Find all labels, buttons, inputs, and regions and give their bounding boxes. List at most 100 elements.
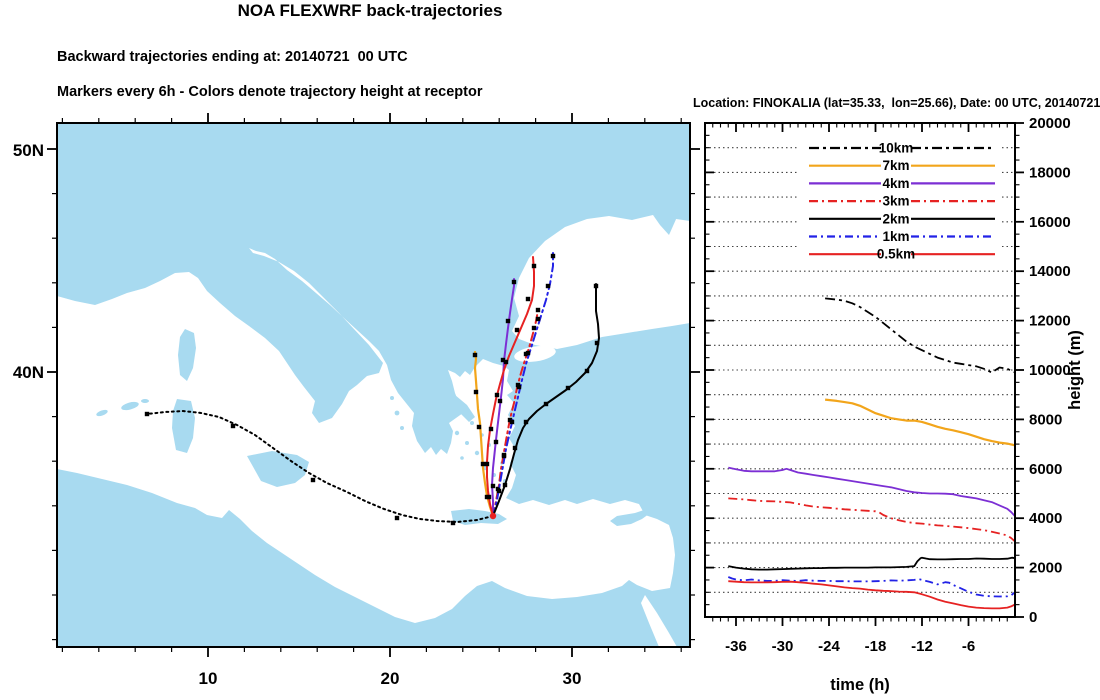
profile-y-tick-label: 10000 bbox=[1029, 362, 1071, 379]
marker-6h-7km bbox=[480, 461, 486, 467]
subtitle-ending-time: Backward trajectories ending at: 2014072… bbox=[57, 49, 408, 65]
receptor-point-finokalia bbox=[489, 512, 497, 520]
profile-y-tick-label: 12000 bbox=[1029, 313, 1071, 330]
legend-label-10km: 10km bbox=[879, 141, 914, 156]
series-line-10km bbox=[825, 297, 1016, 374]
trajectory-1km bbox=[492, 252, 554, 517]
marker-6h-4km bbox=[497, 398, 503, 404]
marker-6h-1km bbox=[516, 384, 522, 390]
map-axis-labels: 10 20 30 50N 40N bbox=[13, 141, 582, 688]
profile-location-title: Location: FINOKALIA (lat=35.33, lon=25.6… bbox=[693, 96, 1100, 110]
map-lon-tick-label: 30 bbox=[563, 669, 582, 688]
sea-black-sea bbox=[512, 215, 690, 349]
marker-6h-2km bbox=[502, 482, 508, 488]
marker-6h-1km bbox=[550, 253, 556, 259]
series-line-4km bbox=[728, 466, 1016, 517]
map-trajectories bbox=[144, 252, 600, 526]
marker-6h-1km bbox=[501, 453, 507, 459]
page-title: NOA FLEXWRF back-trajectories bbox=[237, 1, 503, 20]
marker-6h-2km bbox=[593, 283, 599, 289]
legend-label-0.5km: 0.5km bbox=[877, 247, 915, 262]
profile-axis-labels: -36 -30 -24 -18 -12 -6 0 2000 4000 6000 8000 10000 1… bbox=[725, 115, 1071, 655]
marker-6h-7km bbox=[476, 424, 482, 430]
marker-6h-1km bbox=[509, 419, 515, 425]
marker-6h-1km bbox=[545, 283, 551, 289]
legend-label-1km: 1km bbox=[882, 229, 909, 244]
profile-x-tick-label: -36 bbox=[725, 638, 747, 655]
trajectory-3km bbox=[492, 307, 539, 517]
marker-6h-0.5km bbox=[514, 327, 520, 333]
height-profile-panel: 10km 7km 4km 3km 2km 1km 0.5km -36 -30 -24 -18 -12… bbox=[704, 115, 1084, 694]
map-lat-tick-label: 40N bbox=[13, 363, 44, 382]
y-axis-title: height (m) bbox=[1066, 330, 1084, 410]
profile-y-tick-label: 6000 bbox=[1029, 461, 1062, 478]
marker-6h-7km bbox=[473, 389, 479, 395]
series-line-1km bbox=[727, 576, 1016, 598]
sea-mediterranean bbox=[57, 248, 675, 623]
marker-6h-4km bbox=[500, 357, 506, 363]
marker-6h-2km bbox=[594, 340, 600, 346]
profile-y-tick-label: 20000 bbox=[1029, 115, 1071, 132]
marker-6h-4km bbox=[493, 439, 499, 445]
marker-6h-4km bbox=[511, 279, 517, 285]
island-rhodes bbox=[514, 491, 524, 499]
profile-y-tick-label: 14000 bbox=[1029, 263, 1071, 280]
marker-6h-1km bbox=[496, 488, 502, 494]
marker-6h-2km bbox=[565, 385, 571, 391]
marker-6h-0.5km bbox=[503, 359, 509, 365]
series-line-3km bbox=[728, 497, 1016, 543]
profile-x-tick-label: -6 bbox=[962, 638, 975, 655]
peninsula-crimea bbox=[653, 215, 677, 235]
marker-6h-2km bbox=[543, 401, 549, 407]
legend-label-4km: 4km bbox=[882, 176, 909, 191]
map-lon-tick-label: 10 bbox=[199, 669, 218, 688]
series-line-2km bbox=[728, 556, 1016, 571]
profile-frame-and-ticks bbox=[704, 122, 1024, 626]
subtitle-markers-note: Markers every 6h - Colors denote traject… bbox=[57, 84, 483, 100]
trajectory-7km bbox=[473, 350, 495, 518]
legend-label-3km: 3km bbox=[882, 194, 909, 209]
profile-x-tick-label: -24 bbox=[818, 638, 840, 655]
marker-6h-0.5km bbox=[486, 494, 492, 500]
map-background bbox=[57, 123, 690, 647]
marker-6h-1km bbox=[535, 316, 541, 322]
island-ibiza bbox=[96, 409, 108, 417]
series-line-7km bbox=[824, 398, 1016, 447]
sea-red-sea bbox=[641, 595, 677, 647]
marker-6h-10km bbox=[310, 477, 316, 483]
marker-6h-7km bbox=[472, 352, 478, 358]
series-line-0.5km bbox=[728, 580, 1016, 610]
profile-legend: 10km 7km 4km 3km 2km 1km 0.5km bbox=[798, 139, 1001, 265]
marker-6h-0.5km bbox=[531, 263, 537, 269]
marker-6h-10km bbox=[230, 423, 236, 429]
map-panel: 10 20 30 50N 40N bbox=[13, 113, 700, 688]
profile-y-tick-label: 8000 bbox=[1029, 411, 1062, 428]
profile-series-lines bbox=[727, 297, 1016, 610]
marker-6h-1km bbox=[525, 350, 531, 356]
map-frame-and-ticks bbox=[47, 113, 700, 657]
island-cyprus bbox=[610, 509, 653, 526]
profile-y-tick-label: 2000 bbox=[1029, 560, 1062, 577]
marker-6h-10km bbox=[450, 520, 456, 526]
marker-6h-3km bbox=[531, 325, 537, 331]
island-euboea bbox=[451, 395, 475, 422]
trajectory-2km bbox=[492, 283, 600, 517]
marker-6h-0.5km bbox=[494, 392, 500, 398]
profile-y-tick-label: 4000 bbox=[1029, 510, 1062, 527]
profile-y-tick-label: 16000 bbox=[1029, 214, 1071, 231]
marker-6h-0.5km bbox=[484, 461, 490, 467]
map-frame bbox=[56, 122, 691, 648]
marker-6h-0.5km bbox=[525, 296, 531, 302]
legend-label-7km: 7km bbox=[882, 158, 909, 173]
profile-x-tick-label: -18 bbox=[865, 638, 887, 655]
profile-x-tick-label: -30 bbox=[772, 638, 794, 655]
marker-6h-4km bbox=[505, 318, 511, 324]
island-corsica bbox=[178, 329, 196, 381]
marker-6h-2km bbox=[584, 368, 590, 374]
island-sicily bbox=[247, 451, 309, 487]
profile-y-tick-label: 0 bbox=[1029, 609, 1037, 626]
map-lon-tick-label: 20 bbox=[381, 669, 400, 688]
marker-6h-3km bbox=[535, 307, 541, 313]
marker-6h-10km bbox=[394, 515, 400, 521]
